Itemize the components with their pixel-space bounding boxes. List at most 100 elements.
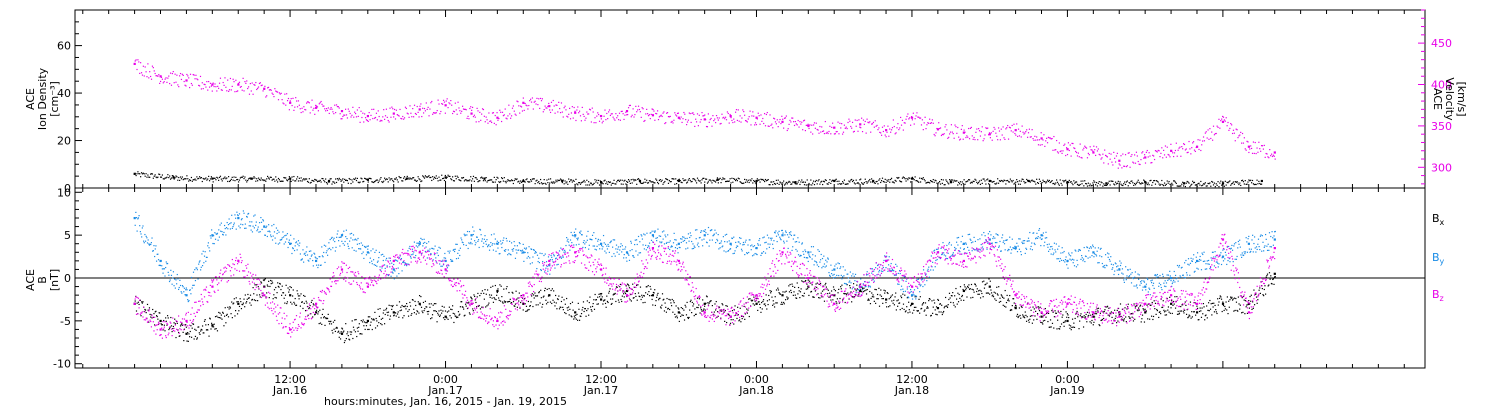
bx-sample-dot	[474, 299, 476, 301]
density-sample-dot	[627, 181, 629, 183]
velocity-sample-dot	[1223, 119, 1225, 121]
bx-sample-dot	[674, 316, 677, 318]
by-sample-dot	[400, 258, 403, 260]
bx-sample-dot	[502, 302, 504, 304]
velocity-sample-dot	[216, 90, 218, 92]
bx-sample-dot	[436, 321, 438, 323]
bx-sample-dot	[737, 306, 739, 308]
velocity-sample-dot	[204, 84, 206, 86]
bx-sample-dot	[336, 326, 338, 329]
density-sample-dot	[1069, 181, 1071, 183]
density-sample-dot	[805, 184, 807, 186]
velocity-sample-dot	[1114, 161, 1117, 163]
bx-sample-dot	[841, 299, 844, 301]
velocity-sample-dot	[838, 133, 840, 135]
bx-sample-dot	[918, 298, 920, 300]
by-sample-dot	[345, 229, 347, 231]
velocity-sample-dot	[1161, 147, 1163, 149]
density-sample-dot	[811, 184, 813, 186]
density-sample-dot	[520, 181, 523, 183]
velocity-sample-dot	[206, 81, 208, 83]
bx-point	[574, 311, 577, 314]
velocity-sample-dot	[443, 101, 446, 103]
bx-sample-dot	[661, 304, 663, 306]
bx-sample-dot	[395, 315, 397, 317]
by-sample-dot	[411, 254, 413, 256]
density-sample-dot	[670, 180, 672, 183]
bx-sample-dot	[1169, 296, 1171, 298]
density-sample-dot	[995, 183, 997, 185]
velocity-sample-dot	[910, 116, 913, 118]
density-sample-dot	[1124, 183, 1127, 186]
velocity-sample-dot	[194, 78, 196, 80]
bx-sample-dot	[481, 306, 483, 308]
density-sample-dot	[944, 184, 946, 186]
by-sample-dot	[227, 223, 230, 226]
by-sample-dot	[138, 215, 140, 217]
bx-sample-dot	[505, 288, 507, 290]
bx-sample-dot	[457, 311, 460, 313]
density-sample-dot	[1133, 184, 1135, 187]
velocity-sample-dot	[982, 140, 984, 142]
by-sample-dot	[413, 251, 415, 253]
density-sample-dot	[981, 182, 983, 184]
velocity-sample-dot	[843, 124, 846, 126]
density-sample-dot	[1237, 182, 1239, 184]
density-point	[949, 181, 953, 184]
density-sample-dot	[1057, 183, 1060, 185]
bx-sample-dot	[176, 320, 178, 323]
by-sample-dot	[382, 253, 384, 256]
density-sample-dot	[918, 181, 920, 183]
velocity-sample-dot	[285, 104, 287, 106]
bx-sample-dot	[893, 299, 895, 301]
bx-sample-dot	[309, 304, 311, 307]
bx-sample-dot	[200, 328, 202, 331]
velocity-sample-dot	[748, 116, 750, 118]
bx-sample-dot	[805, 279, 807, 282]
density-sample-dot	[587, 184, 589, 186]
bx-sample-dot	[323, 316, 325, 318]
bx-sample-dot	[304, 295, 306, 297]
density-sample-dot	[738, 178, 740, 180]
bx-sample-dot	[286, 301, 289, 303]
velocity-sample-dot	[1083, 147, 1085, 149]
bx-sample-dot	[280, 288, 282, 291]
velocity-sample-dot	[1041, 144, 1043, 146]
bx-sample-dot	[185, 324, 187, 326]
velocity-point	[885, 129, 888, 132]
velocity-sample-dot	[501, 111, 504, 113]
bx-sample-dot	[512, 301, 515, 303]
density-sample-dot	[1002, 180, 1004, 183]
density-sample-dot	[1036, 178, 1038, 180]
bx-sample-dot	[1204, 315, 1206, 317]
density-sample-dot	[1157, 181, 1159, 183]
density-sample-dot	[852, 179, 855, 182]
bx-sample-dot	[632, 283, 634, 285]
velocity-sample-dot	[202, 88, 204, 90]
velocity-sample-dot	[340, 118, 342, 120]
density-sample-dot	[759, 181, 761, 183]
by-sample-dot	[136, 230, 138, 232]
by-sample-dot	[354, 239, 356, 241]
bx-sample-dot	[580, 312, 583, 315]
velocity-sample-dot	[325, 110, 327, 112]
bx-sample-dot	[264, 277, 267, 280]
by-sample-dot	[378, 251, 381, 254]
velocity-sample-dot	[328, 112, 330, 115]
density-sample-dot	[349, 178, 351, 181]
density-sample-dot	[653, 182, 655, 184]
bx-sample-dot	[348, 338, 350, 340]
density-sample-dot	[625, 183, 627, 185]
velocity-sample-dot	[187, 75, 189, 77]
density-sample-dot	[832, 179, 834, 181]
velocity-sample-dot	[506, 118, 508, 120]
bx-sample-dot	[372, 318, 375, 320]
velocity-sample-dot	[526, 105, 528, 107]
field-tick-label: 0	[64, 272, 71, 285]
by-point	[496, 242, 499, 245]
velocity-sample-dot	[990, 132, 992, 134]
bx-sample-dot	[684, 304, 686, 306]
bx-sample-dot	[142, 301, 144, 303]
bx-sample-dot	[961, 295, 963, 298]
velocity-sample-dot	[1213, 134, 1216, 136]
